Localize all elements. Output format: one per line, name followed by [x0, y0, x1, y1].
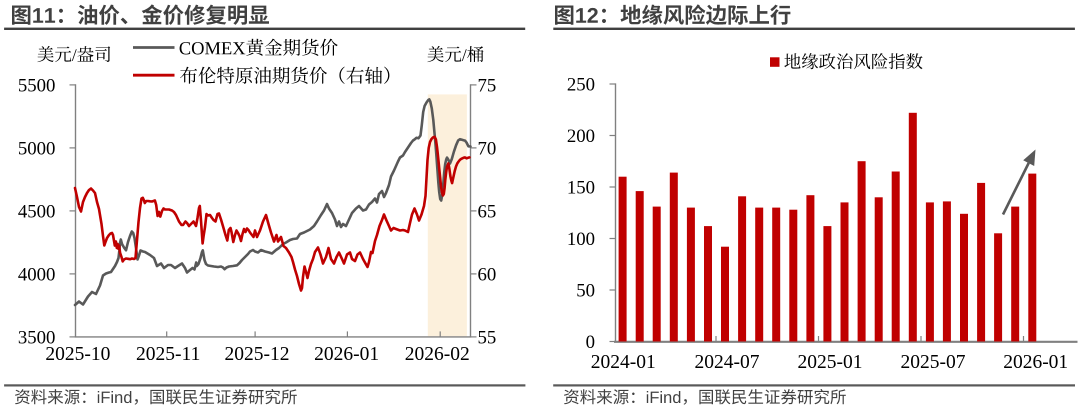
svg-text:2026-01: 2026-01: [314, 344, 379, 365]
svg-text:70: 70: [478, 138, 497, 159]
svg-text:55: 55: [478, 327, 497, 348]
svg-text:2026-02: 2026-02: [405, 344, 470, 365]
svg-text:2025-07: 2025-07: [901, 352, 966, 373]
svg-text:5000: 5000: [18, 138, 56, 159]
svg-text:2024-01: 2024-01: [591, 352, 656, 373]
svg-text:2025-01: 2025-01: [798, 352, 863, 373]
svg-text:2024-07: 2024-07: [695, 352, 760, 373]
svg-text:4000: 4000: [18, 264, 56, 285]
svg-text:2026-01: 2026-01: [1003, 352, 1068, 373]
svg-text:2025-12: 2025-12: [225, 344, 290, 365]
svg-text:3500: 3500: [18, 327, 56, 348]
svg-text:200: 200: [567, 126, 595, 147]
svg-text:75: 75: [478, 75, 497, 96]
svg-text:2025-10: 2025-10: [45, 344, 110, 365]
svg-text:4500: 4500: [18, 201, 56, 222]
svg-text:65: 65: [478, 201, 497, 222]
svg-text:2025-11: 2025-11: [136, 344, 200, 365]
svg-text:5500: 5500: [18, 75, 56, 96]
svg-text:100: 100: [567, 229, 595, 250]
svg-text:50: 50: [576, 280, 595, 301]
svg-text:150: 150: [567, 177, 595, 198]
svg-text:60: 60: [478, 264, 497, 285]
svg-text:0: 0: [586, 332, 595, 353]
svg-text:250: 250: [567, 74, 595, 95]
